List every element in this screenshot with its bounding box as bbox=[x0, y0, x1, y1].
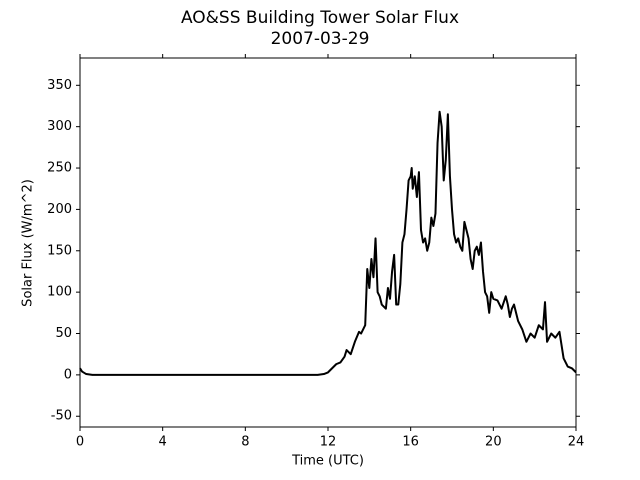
chart-subtitle: 2007-03-29 bbox=[271, 29, 370, 49]
x-tick-label: 20 bbox=[485, 435, 502, 450]
x-tick-label: 0 bbox=[76, 435, 84, 450]
x-tick-label: 16 bbox=[402, 435, 419, 450]
y-tick-label: 150 bbox=[47, 243, 72, 258]
x-axis-label: Time (UTC) bbox=[291, 454, 364, 469]
y-tick-label: 50 bbox=[55, 326, 72, 341]
y-tick-label: 100 bbox=[47, 285, 72, 300]
y-tick-label: 200 bbox=[47, 202, 72, 217]
y-tick-label: 250 bbox=[47, 161, 72, 176]
x-tick-label: 24 bbox=[568, 435, 585, 450]
y-tick-label: -50 bbox=[51, 409, 72, 424]
series-line bbox=[79, 110, 577, 376]
y-tick-label: 300 bbox=[47, 119, 72, 134]
x-tick-label: 8 bbox=[241, 435, 249, 450]
y-tick-label: 0 bbox=[64, 367, 72, 382]
x-tick-label: 12 bbox=[320, 435, 337, 450]
chart-title: AO&SS Building Tower Solar Flux bbox=[181, 8, 459, 28]
y-tick-label: 350 bbox=[47, 78, 72, 93]
y-axis-label: Solar Flux (W/m^2) bbox=[21, 179, 36, 307]
x-tick-label: 4 bbox=[159, 435, 167, 450]
